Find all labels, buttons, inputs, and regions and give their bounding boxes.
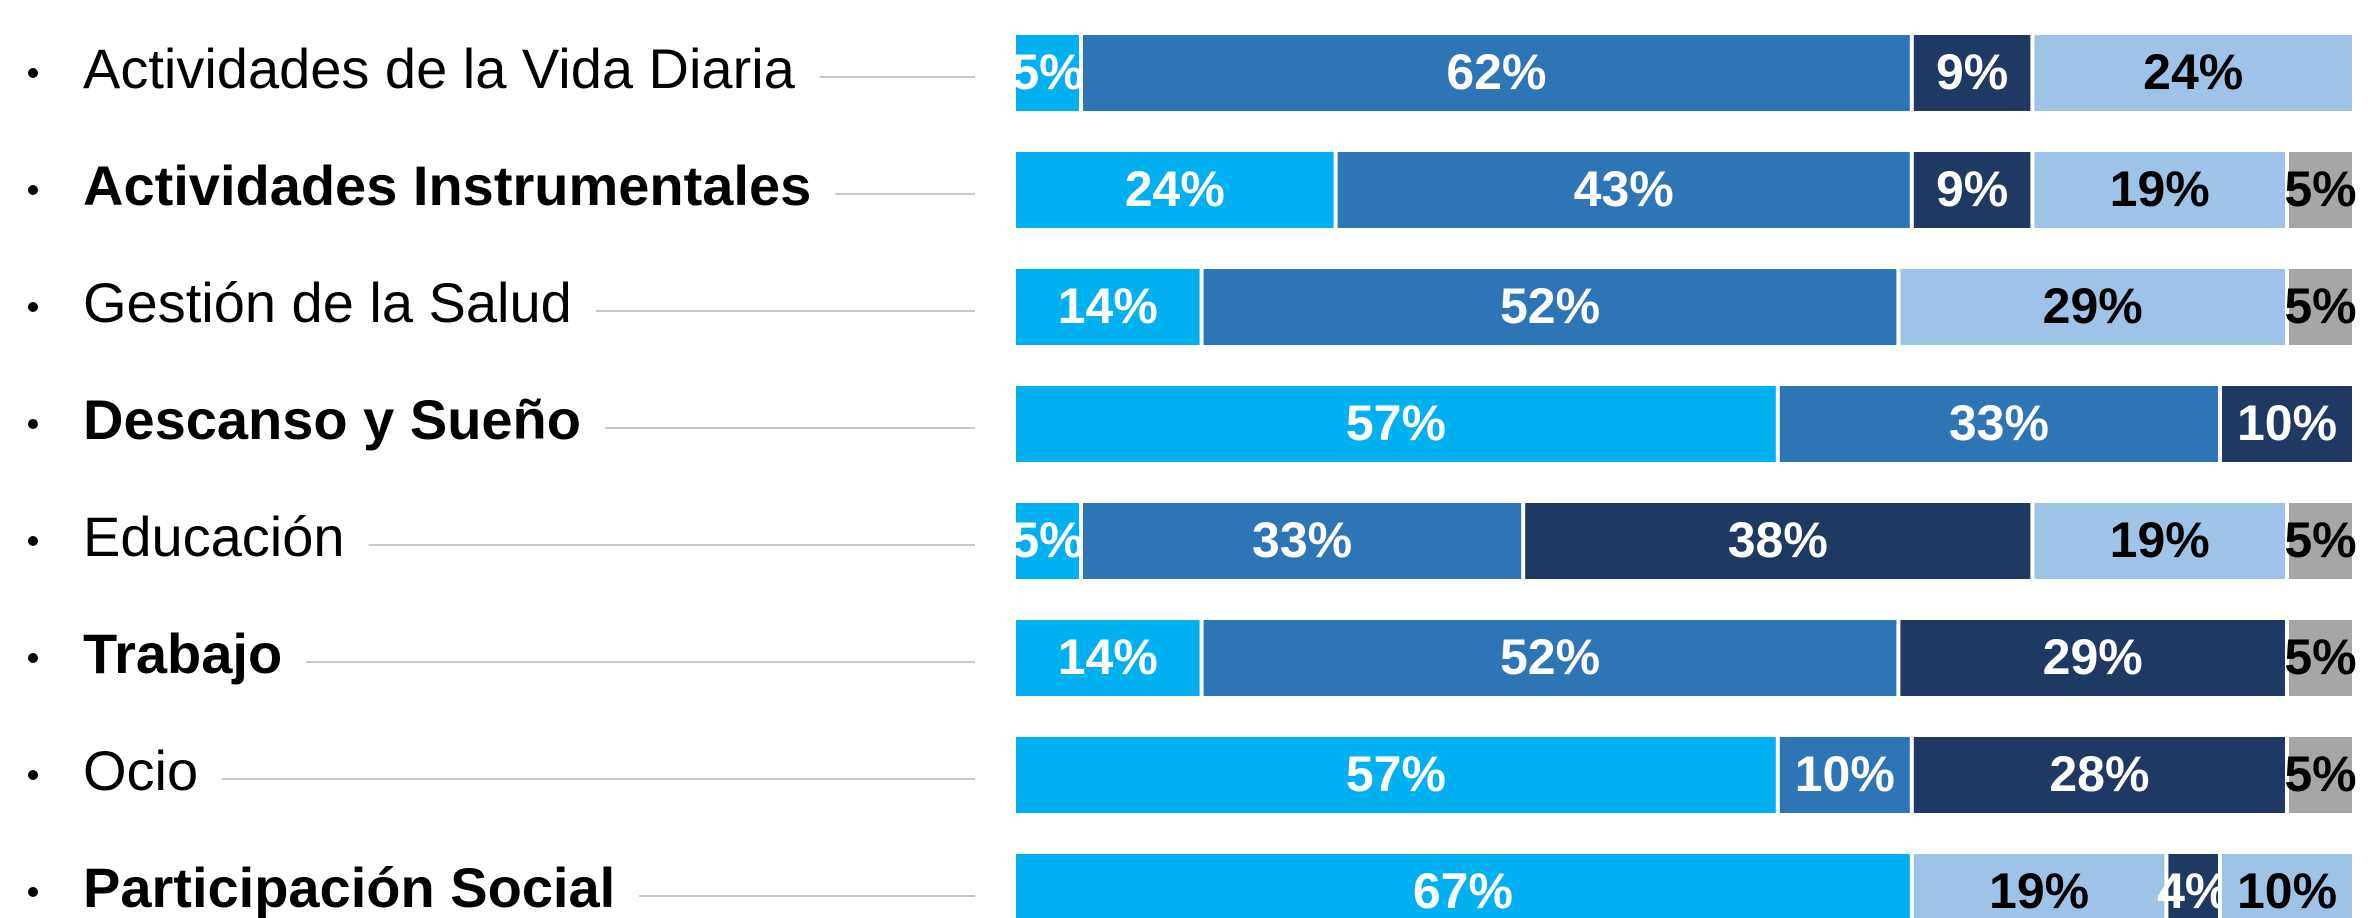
category-label: Trabajo (83, 622, 282, 685)
bar-segment (2034, 35, 2352, 111)
category-label: Participación Social (83, 856, 615, 918)
value-label: 24% (2143, 44, 2243, 100)
bar-segment (2289, 152, 2352, 228)
value-label: 57% (1346, 746, 1446, 802)
bar-segment (2289, 269, 2352, 345)
bar-segment (1525, 503, 2031, 579)
bullet (28, 68, 38, 78)
value-label: 5% (2284, 512, 2356, 568)
bar-segment (1779, 386, 2218, 462)
bar-segment (1016, 269, 1200, 345)
value-label: 14% (1058, 278, 1158, 334)
bullet (28, 419, 38, 429)
category-label: Ocio (83, 739, 198, 802)
value-label: 9% (1936, 44, 2008, 100)
bullet (28, 185, 38, 195)
value-label: 5% (2284, 161, 2356, 217)
value-label: 5% (1011, 44, 1083, 100)
category-label: Educación (83, 505, 345, 568)
bar-segment (1913, 854, 2165, 918)
bar-segment (1083, 35, 1910, 111)
bar-segment (2034, 503, 2285, 579)
category-label: Actividades de la Vida Diaria (83, 37, 796, 100)
bar-segment (2289, 620, 2352, 696)
bar-segment (1900, 620, 2285, 696)
bar-segment (1016, 35, 1079, 111)
value-label: 10% (2237, 395, 2337, 451)
bar-segment (1900, 269, 2285, 345)
value-label: 52% (1500, 278, 1600, 334)
bar-segment (1337, 152, 1910, 228)
value-label: 43% (1574, 161, 1674, 217)
value-label: 5% (2284, 746, 2356, 802)
value-label: 33% (1949, 395, 2049, 451)
value-label: 19% (2110, 512, 2210, 568)
bar-segment (1203, 269, 1897, 345)
bar-segment (1203, 620, 1897, 696)
bar-segment (2222, 854, 2352, 918)
value-label: 67% (1413, 863, 1513, 918)
value-label: 5% (1011, 512, 1083, 568)
value-label: 33% (1252, 512, 1352, 568)
bar-segment (1016, 386, 1776, 462)
bar-segment (1016, 503, 1079, 579)
value-label: 5% (2284, 278, 2356, 334)
bullet (28, 653, 38, 663)
bar-segment (1779, 737, 1910, 813)
bar-segment (2222, 386, 2352, 462)
bar-segment (2289, 737, 2352, 813)
category-label: Descanso y Sueño (83, 388, 581, 451)
value-label: 24% (1125, 161, 1225, 217)
bar-segment (1016, 152, 1334, 228)
value-label: 5% (2284, 629, 2356, 685)
bar-segment (2289, 503, 2352, 579)
value-label: 38% (1728, 512, 1828, 568)
value-label: 14% (1058, 629, 1158, 685)
bar-segment (1913, 152, 2031, 228)
bar-segment (2034, 152, 2285, 228)
bullet (28, 770, 38, 780)
value-label: 19% (2110, 161, 2210, 217)
value-label: 62% (1446, 44, 1546, 100)
bar-segment (1913, 35, 2031, 111)
bar-segment (1913, 737, 2285, 813)
value-label: 9% (1936, 161, 2008, 217)
value-label: 57% (1346, 395, 1446, 451)
value-label: 10% (2237, 863, 2337, 918)
bullet (28, 302, 38, 312)
category-label: Gestión de la Salud (83, 271, 572, 334)
value-label: 29% (2043, 278, 2143, 334)
bar-segment (2168, 854, 2218, 918)
value-label: 4% (2157, 863, 2229, 918)
bullet (28, 887, 38, 897)
value-label: 29% (2043, 629, 2143, 685)
bar-segment (1016, 737, 1776, 813)
bar-segment (1016, 854, 1910, 918)
value-label: 52% (1500, 629, 1600, 685)
bar-segment (1016, 620, 1200, 696)
bar-segment (1083, 503, 1522, 579)
value-label: 28% (2049, 746, 2149, 802)
bullet (28, 536, 38, 546)
category-label: Actividades Instrumentales (83, 154, 811, 217)
value-label: 19% (1989, 863, 2089, 918)
value-label: 10% (1795, 746, 1895, 802)
